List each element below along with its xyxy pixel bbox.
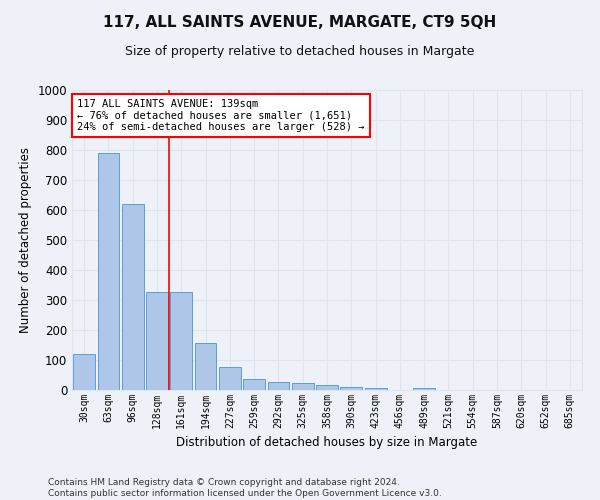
Text: Contains HM Land Registry data © Crown copyright and database right 2024.
Contai: Contains HM Land Registry data © Crown c… xyxy=(48,478,442,498)
Bar xyxy=(340,387,362,390)
Bar xyxy=(122,204,143,390)
Bar xyxy=(219,366,241,390)
Bar xyxy=(365,388,386,390)
Bar xyxy=(268,382,289,390)
Bar xyxy=(413,388,435,390)
Bar xyxy=(316,385,338,390)
Bar xyxy=(170,292,192,390)
X-axis label: Distribution of detached houses by size in Margate: Distribution of detached houses by size … xyxy=(176,436,478,450)
Text: 117 ALL SAINTS AVENUE: 139sqm
← 76% of detached houses are smaller (1,651)
24% o: 117 ALL SAINTS AVENUE: 139sqm ← 76% of d… xyxy=(77,99,365,132)
Bar xyxy=(243,378,265,390)
Bar xyxy=(73,354,95,390)
Bar xyxy=(97,153,119,390)
Text: Size of property relative to detached houses in Margate: Size of property relative to detached ho… xyxy=(125,45,475,58)
Bar xyxy=(146,292,168,390)
Y-axis label: Number of detached properties: Number of detached properties xyxy=(19,147,32,333)
Bar xyxy=(292,383,314,390)
Text: 117, ALL SAINTS AVENUE, MARGATE, CT9 5QH: 117, ALL SAINTS AVENUE, MARGATE, CT9 5QH xyxy=(103,15,497,30)
Bar xyxy=(194,342,217,390)
